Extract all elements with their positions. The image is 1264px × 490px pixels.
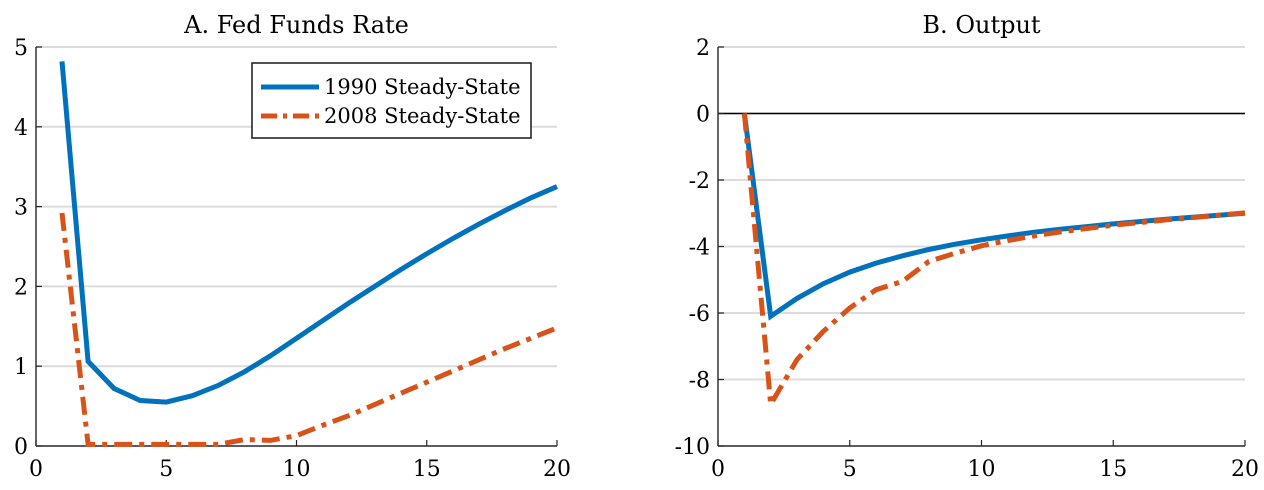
panel-b-x-tick-label: 20 bbox=[1231, 457, 1259, 482]
panel-a-y-tick-label: 4 bbox=[14, 116, 28, 141]
panel-b-y-tick-label: -2 bbox=[689, 169, 710, 194]
panel-b-series-1990-line bbox=[741, 113, 1246, 321]
panel-b-series-2008-line bbox=[741, 113, 1246, 413]
panel-a-series-2008-line bbox=[59, 212, 558, 447]
panel-a-x-tick-label: 0 bbox=[29, 457, 43, 482]
panel-b-x-tick-label: 15 bbox=[1099, 457, 1127, 482]
panel-b-title: B. Output bbox=[922, 11, 1040, 39]
panel-a-y-tick-label: 0 bbox=[14, 435, 28, 460]
panel-b-y-tick-label: -4 bbox=[689, 236, 710, 261]
panel-b-y-tick-label: 2 bbox=[696, 36, 710, 61]
legend-label-2008: 2008 Steady-State bbox=[324, 104, 521, 128]
panel-b-x-tick-label: 10 bbox=[968, 457, 996, 482]
legend-box bbox=[251, 62, 532, 139]
panel-a-x-tick-label: 5 bbox=[159, 457, 173, 482]
panel-a-y-tick-label: 2 bbox=[14, 275, 28, 300]
panel-a-y-tick-label: 1 bbox=[14, 355, 28, 380]
panel-a-y-tick-label: 5 bbox=[14, 36, 28, 61]
panel-a-y-tick-label: 3 bbox=[14, 196, 28, 221]
panel-a-x-tick-label: 15 bbox=[413, 457, 441, 482]
panel-a-x-tick-label: 20 bbox=[543, 457, 571, 482]
panel-b-x-tick-label: 5 bbox=[843, 457, 857, 482]
panel-b-y-tick-label: -8 bbox=[689, 369, 710, 394]
legend-label-1990: 1990 Steady-State bbox=[324, 75, 521, 99]
panel-a-x-tick-label: 10 bbox=[283, 457, 311, 482]
panel-a-title: A. Fed Funds Rate bbox=[183, 11, 409, 39]
panel-b-y-tick-label: -6 bbox=[689, 302, 710, 327]
panel-a-series-1990-line bbox=[59, 61, 558, 405]
panel-b-y-tick-label: 0 bbox=[696, 103, 710, 128]
panel-a: 0 1 2 3 4 5 0 5 10 15 20 A. Fed Funds Rate 1990 Stea… bbox=[14, 11, 571, 482]
panel-b-x-tick-label: 0 bbox=[711, 457, 725, 482]
panel-b-y-tick-label: -10 bbox=[675, 435, 710, 460]
